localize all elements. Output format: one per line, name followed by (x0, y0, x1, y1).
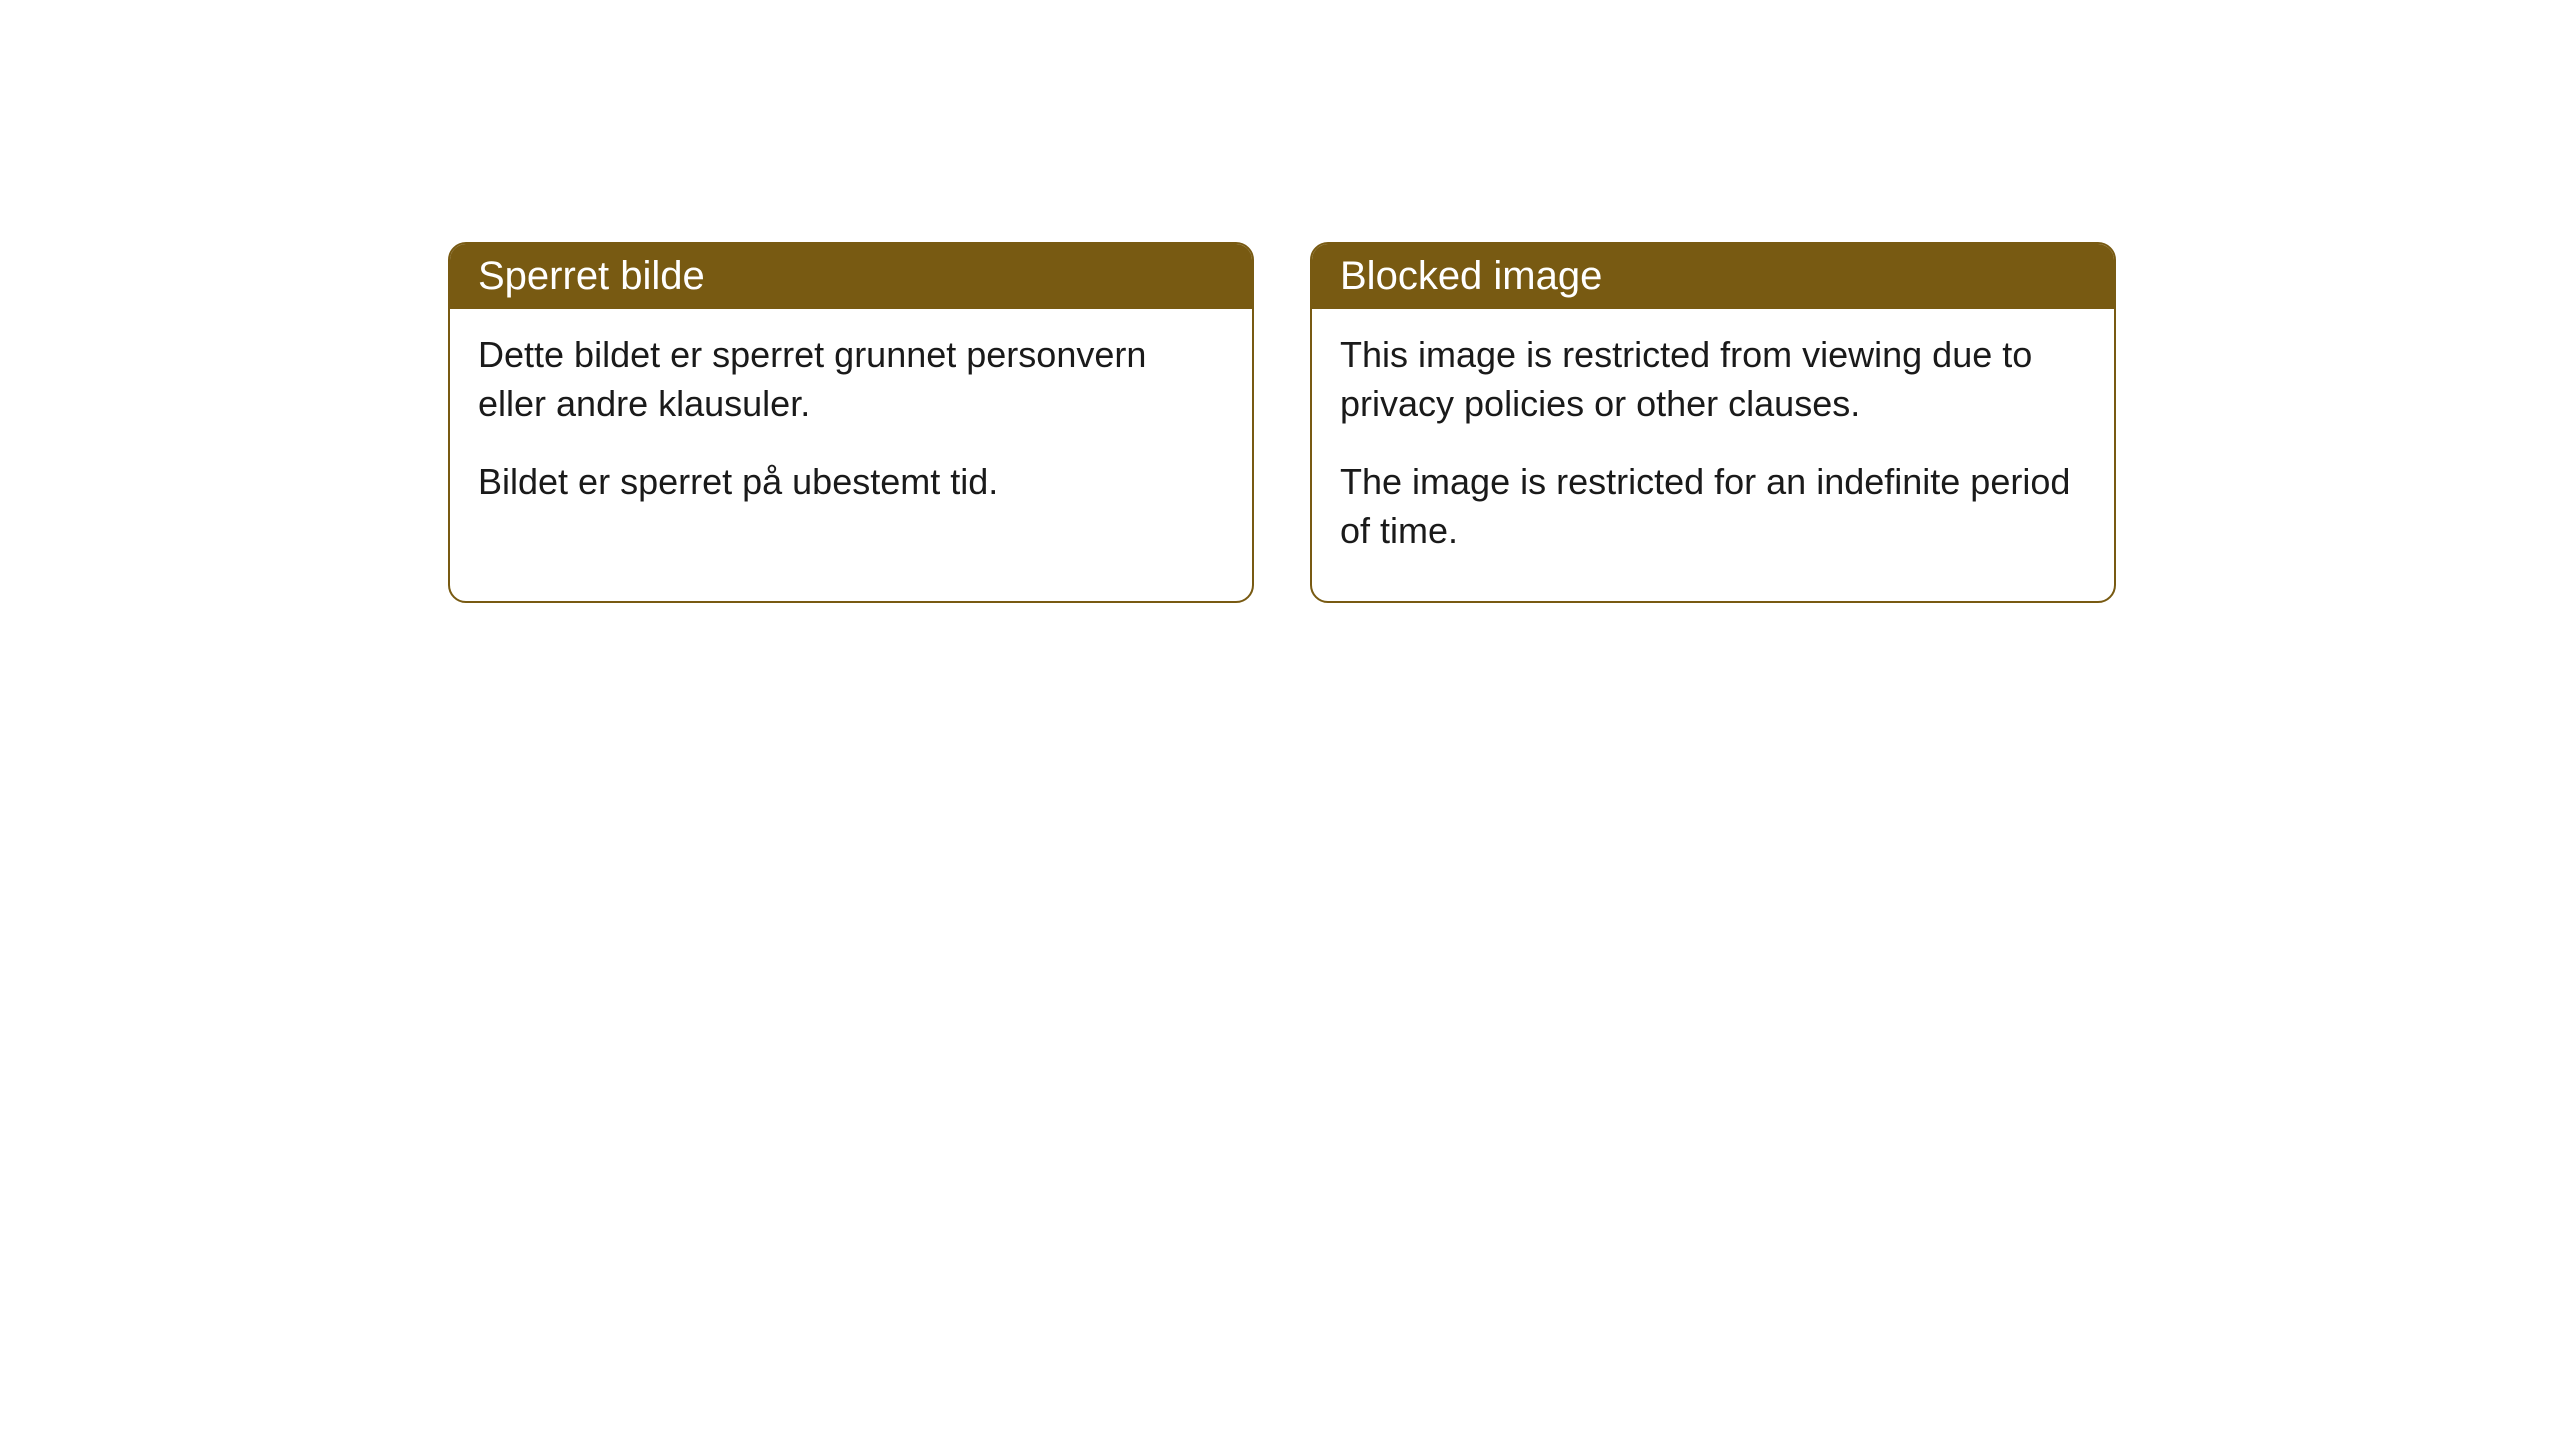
notice-paragraph: The image is restricted for an indefinit… (1340, 458, 2086, 555)
notice-header-norwegian: Sperret bilde (450, 244, 1252, 309)
notice-header-english: Blocked image (1312, 244, 2114, 309)
notice-paragraph: This image is restricted from viewing du… (1340, 331, 2086, 428)
notice-body-norwegian: Dette bildet er sperret grunnet personve… (450, 309, 1252, 553)
notice-paragraph: Bildet er sperret på ubestemt tid. (478, 458, 1224, 507)
notice-body-english: This image is restricted from viewing du… (1312, 309, 2114, 601)
notice-card-english: Blocked image This image is restricted f… (1310, 242, 2116, 603)
notice-paragraph: Dette bildet er sperret grunnet personve… (478, 331, 1224, 428)
notice-cards-container: Sperret bilde Dette bildet er sperret gr… (448, 242, 2116, 603)
notice-card-norwegian: Sperret bilde Dette bildet er sperret gr… (448, 242, 1254, 603)
